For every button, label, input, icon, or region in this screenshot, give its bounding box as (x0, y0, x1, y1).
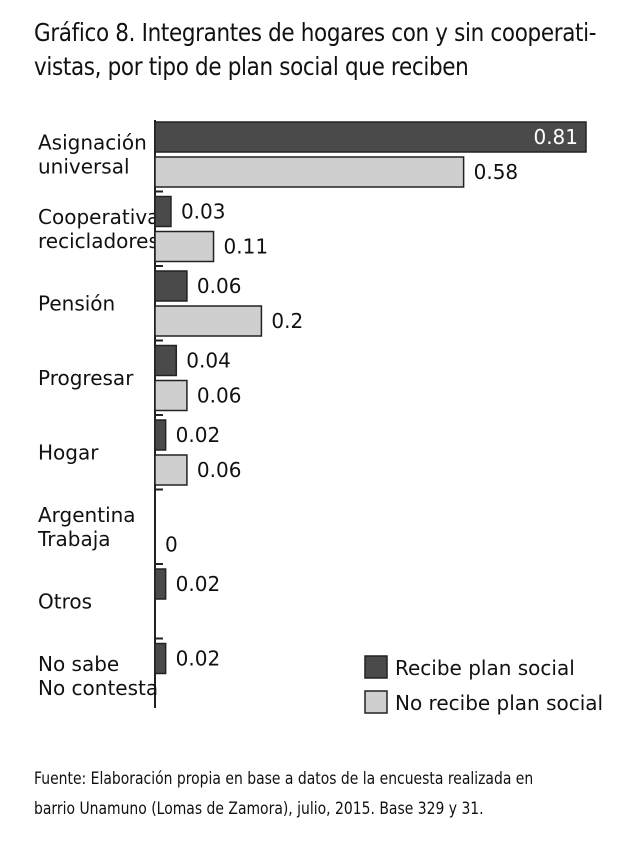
chart-title-line-2: vistas, por tipo de plan social que reci… (34, 52, 469, 81)
bar-recibe (154, 121, 587, 153)
data-label: 0.06 (197, 274, 242, 298)
bar-no-recibe (154, 379, 188, 412)
bar-recibe (154, 642, 167, 675)
bar-no-recibe (154, 156, 465, 188)
category-label: Hogar (38, 441, 99, 465)
data-label: 0.03 (181, 200, 226, 224)
category-label: Asignación universal (38, 131, 147, 179)
legend-label: Recibe plan social (395, 656, 575, 680)
data-label: 0.06 (197, 458, 242, 482)
bar-no-recibe (154, 454, 188, 486)
data-label: 0.04 (186, 349, 231, 373)
chart-source: Fuente: Elaboración propia en base a dat… (34, 764, 624, 824)
chart-title: Gráfico 8. Integrantes de hogares con y … (34, 16, 602, 84)
bar-no-recibe (154, 305, 263, 337)
category-label: Cooperativas recicladores (38, 205, 170, 253)
data-label: 0.11 (224, 235, 269, 259)
data-label: 0.2 (271, 309, 303, 333)
bar-recibe (154, 419, 167, 451)
category-label: Pensión (38, 292, 115, 316)
category-label: Argentina Trabaja (37, 503, 136, 551)
bar-chart: Asignación universal 0.81 0.58 Cooperativas r… (37, 120, 603, 715)
data-label: 0.02 (176, 572, 221, 596)
source-line-1: Fuente: Elaboración propia en base a dat… (34, 769, 534, 789)
category-label: No sabe No contesta (38, 652, 158, 700)
data-label: 0.58 (474, 160, 519, 184)
legend-swatch (364, 655, 388, 679)
data-label: 0.06 (197, 384, 242, 408)
data-label: 0.81 (533, 125, 578, 149)
data-label: 0 (165, 533, 178, 557)
data-label: 0.02 (176, 423, 221, 447)
legend-swatch (364, 690, 388, 714)
bar-recibe (154, 568, 167, 600)
bar-no-recibe (154, 230, 215, 263)
bar-recibe (154, 344, 178, 377)
bar-recibe (154, 195, 172, 228)
bar-recibe (154, 270, 188, 302)
category-label: Progresar (38, 366, 134, 390)
data-label: 0.02 (176, 647, 221, 671)
category-label: Otros (38, 590, 92, 614)
legend-label: No recibe plan social (395, 691, 603, 715)
chart-title-line-1: Gráfico 8. Integrantes de hogares con y … (34, 18, 597, 47)
source-line-2: barrio Unamuno (Lomas de Zamora), julio,… (34, 799, 484, 819)
